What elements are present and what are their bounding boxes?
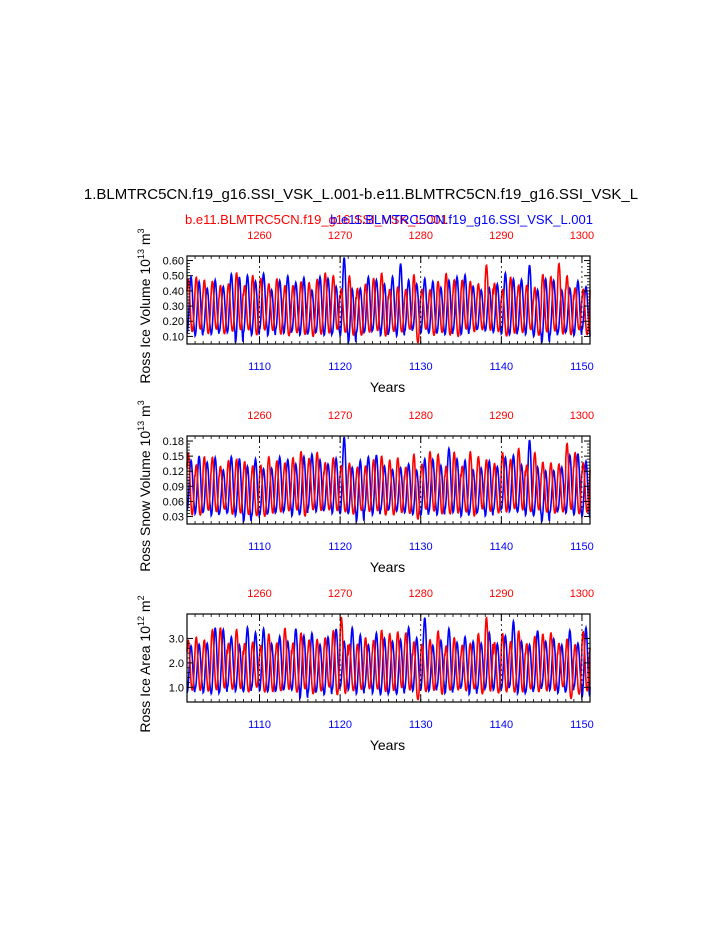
chart-panel-3: 1.0 2.0 3.0 1110 1120 1130 1140 1150 1260 1270 128…	[136, 588, 594, 753]
x-tick-label: 1140	[490, 361, 514, 373]
y-tick-label: 0.03	[163, 511, 184, 523]
x-tick-label: 1110	[248, 719, 271, 731]
x-top-tick-label: 1270	[328, 588, 352, 600]
y-tick-label: 1.0	[169, 682, 184, 694]
legend-red-label: b.e11.BLMTRC5CN.f19_g16.SSI_VSK_L.001	[185, 212, 448, 227]
x-top-tick-label: 1260	[247, 410, 271, 422]
x-top-tick-label: 1280	[408, 410, 432, 422]
x-top-tick-label: 1290	[489, 588, 513, 600]
x-tick-label: 1120	[328, 361, 352, 373]
y-tick-label: 0.09	[163, 481, 184, 493]
x-tick-label: 1150	[570, 719, 594, 731]
x-top-tick-label: 1260	[247, 230, 271, 242]
x-top-tick-label: 1300	[570, 230, 594, 242]
y-tick-label: 2.0	[169, 658, 184, 670]
x-top-tick-label: 1280	[408, 230, 432, 242]
chart-panel-2: 0.03 0.06 0.09 0.12 0.15 0.18 1110 1120 1130 1140…	[136, 400, 594, 575]
x-top-tick-label: 1270	[328, 410, 352, 422]
x-tick-label: 1140	[490, 719, 514, 731]
figure-title: 1.BLMTRC5CN.f19_g16.SSI_VSK_L.001-b.e11.…	[84, 186, 638, 203]
x-top-tick-label: 1260	[247, 588, 271, 600]
y-tick-label: 0.20	[163, 316, 184, 328]
x-axis-label: Years	[370, 559, 405, 575]
x-tick-label: 1120	[328, 719, 352, 731]
x-axis-label: Years	[370, 379, 405, 395]
x-tick-label: 1110	[248, 361, 271, 373]
legend-blue-label: b.e11.BLMTRC5CN.f19_g16.SSI_VSK_L.001	[330, 212, 593, 227]
x-top-tick-label: 1290	[489, 230, 513, 242]
y-axis-label-unit: m	[137, 600, 153, 616]
x-top-tick-label: 1280	[408, 588, 432, 600]
x-top-tick-label: 1300	[570, 588, 594, 600]
y-tick-label: 0.12	[163, 466, 184, 478]
y-tick-label: 0.50	[163, 271, 184, 283]
x-axis-label: Years	[370, 737, 405, 753]
y-tick-label: 0.60	[163, 256, 184, 268]
y-axis-label-exponent: 13	[136, 249, 146, 259]
x-tick-label: 1130	[409, 361, 433, 373]
series-line-red	[186, 262, 591, 344]
y-tick-label: 0.15	[163, 451, 184, 463]
x-top-tick-label: 1290	[489, 410, 513, 422]
y-tick-label: 3.0	[169, 633, 184, 645]
x-tick-label: 1130	[409, 541, 433, 553]
y-axis-label: Ross Ice Area 1012 m2	[136, 595, 153, 732]
series-line-red	[186, 442, 591, 520]
series-line-red	[186, 616, 591, 701]
x-tick-label: 1130	[409, 719, 433, 731]
y-axis-label-exponent: 12	[136, 616, 146, 626]
y-tick-label: 0.10	[163, 331, 184, 343]
y-axis-label: Ross Ice Volume 1013 m3	[136, 228, 153, 383]
x-tick-label: 1140	[490, 541, 514, 553]
y-tick-label: 0.06	[163, 496, 184, 508]
y-axis-label-unit: m	[137, 405, 153, 421]
y-axis-label-text: Ross Ice Volume 10	[137, 259, 153, 384]
y-axis-label-unit: m	[137, 233, 153, 249]
x-tick-label: 1150	[570, 361, 594, 373]
x-top-tick-label: 1300	[570, 410, 594, 422]
y-axis-label-unit-exponent: 3	[136, 228, 146, 233]
y-axis-label-text: Ross Ice Area 10	[137, 626, 153, 733]
y-axis-label-unit-exponent: 2	[136, 595, 146, 600]
y-tick-label: 0.18	[163, 436, 184, 448]
chart-panel-1: 0.10 0.20 0.30 0.40 0.50 0.60 1110 1120 1130 1140…	[136, 228, 594, 395]
y-axis-label-exponent: 13	[136, 421, 146, 431]
y-axis-label-text: Ross Snow Volume 10	[137, 431, 153, 572]
y-axis-label-unit-exponent: 3	[136, 400, 146, 405]
x-top-tick-label: 1270	[328, 230, 352, 242]
x-tick-label: 1110	[248, 541, 271, 553]
x-tick-label: 1120	[328, 541, 352, 553]
y-axis-label: Ross Snow Volume 1013 m3	[136, 400, 153, 571]
y-tick-label: 0.40	[163, 286, 184, 298]
x-tick-label: 1150	[570, 541, 594, 553]
y-tick-label: 0.30	[163, 301, 184, 313]
